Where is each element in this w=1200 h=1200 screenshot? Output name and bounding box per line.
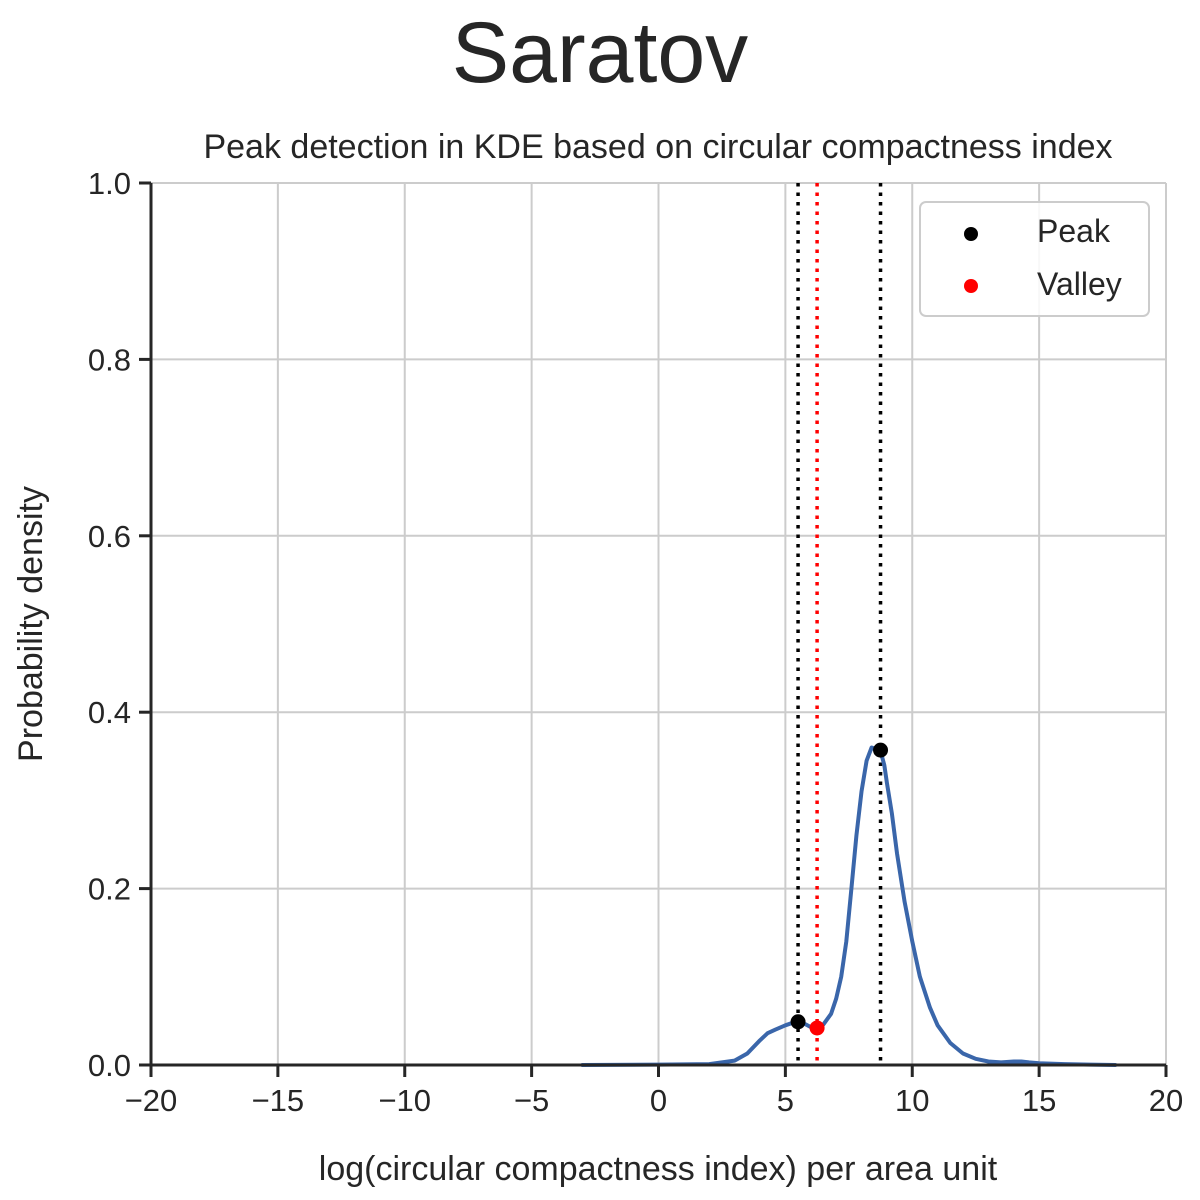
series-layer (580, 745, 1118, 1067)
grid (150, 182, 1167, 1066)
legend-valley-marker (964, 279, 978, 293)
x-tick-label: 5 (777, 1083, 794, 1118)
legend-valley-label: Valley (1037, 266, 1122, 302)
kde-curve (580, 745, 1118, 1067)
peak-point (873, 742, 889, 758)
x-ticks: −20 −15 −10 −5 0 5 10 15 20 (125, 1065, 1183, 1118)
y-tick-label: 0.6 (88, 519, 131, 554)
x-tick-label: −20 (125, 1083, 178, 1118)
y-tick-label: 0.0 (88, 1048, 131, 1083)
valley-point (809, 1020, 825, 1036)
points-layer (790, 742, 889, 1036)
chart-title: Peak detection in KDE based on circular … (203, 128, 1112, 166)
x-tick-label: −15 (252, 1083, 305, 1118)
x-tick-label: 20 (1149, 1083, 1183, 1118)
y-axis-label: Probability density (12, 486, 50, 762)
x-tick-label: −10 (378, 1083, 431, 1118)
legend-peak-label: Peak (1037, 213, 1111, 249)
x-tick-label: 10 (895, 1083, 929, 1118)
x-tick-label: 15 (1022, 1083, 1056, 1118)
x-tick-label: −5 (514, 1083, 549, 1118)
y-tick-label: 0.4 (88, 695, 131, 730)
x-tick-label: 0 (650, 1083, 667, 1118)
x-axis-label: log(circular compactness index) per area… (319, 1150, 998, 1188)
peak-point (790, 1014, 806, 1030)
y-tick-label: 0.8 (88, 342, 131, 377)
y-tick-label: 0.2 (88, 872, 131, 907)
y-ticks: 0.0 0.2 0.4 0.6 0.8 1.0 (88, 166, 151, 1083)
legend-peak-marker (964, 227, 978, 241)
vertical-markers (796, 183, 883, 1065)
y-tick-label: 1.0 (88, 166, 131, 201)
legend: Peak Valley (919, 201, 1150, 317)
figure-suptitle: Saratov (452, 5, 748, 101)
